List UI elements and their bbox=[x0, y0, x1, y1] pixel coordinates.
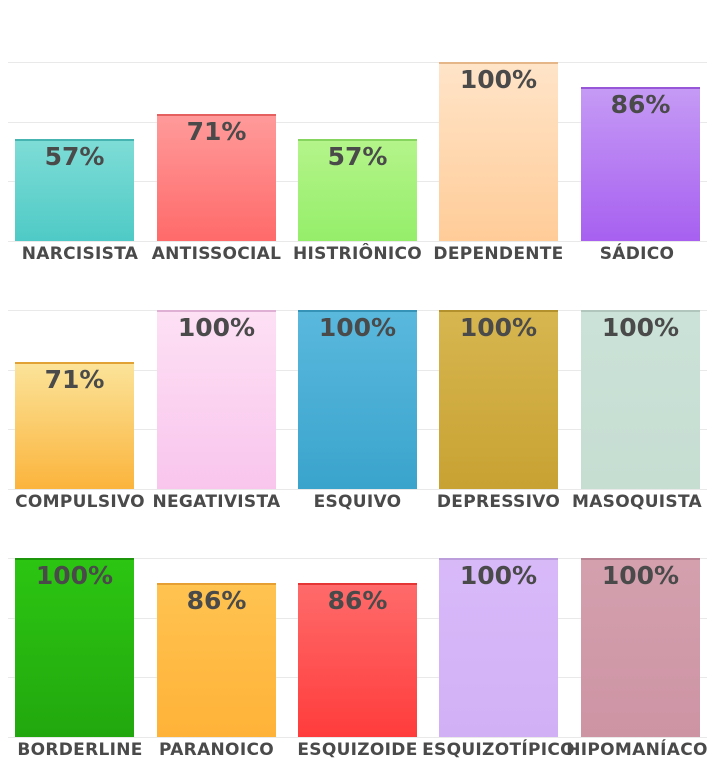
bar-value-label: 57% bbox=[327, 141, 388, 171]
bar-masoquista bbox=[581, 310, 700, 489]
category-label: DEPRESSIVO bbox=[436, 492, 561, 512]
chart-panel-1: 57% NARCISISTA 71% ANTISSOCIAL 57% HISTRIÔNIC… bbox=[0, 0, 717, 280]
bar-histriônico bbox=[298, 138, 417, 241]
bar-borderline bbox=[15, 558, 134, 737]
bar-paranoico bbox=[157, 583, 276, 737]
bar-value-label: 100% bbox=[177, 313, 256, 342]
bar-esquizotípico bbox=[439, 558, 558, 737]
category-label: COMPULSIVO bbox=[15, 492, 145, 512]
bar-value-label: 71% bbox=[44, 364, 105, 394]
bar-esquivo bbox=[298, 310, 417, 489]
category-label: NARCISISTA bbox=[21, 244, 139, 264]
bar-sádico bbox=[581, 87, 700, 241]
bar-value-label: 100% bbox=[459, 65, 538, 94]
gridline bbox=[8, 122, 707, 123]
bar-value-label: 100% bbox=[318, 313, 397, 342]
bar-esquizoide bbox=[298, 583, 417, 737]
category-label: NEGATIVISTA bbox=[152, 492, 281, 512]
chart-panel-3: 100% BORDERLINE 86% PARANOICO 86% ESQUIZOIDE 1… bbox=[0, 496, 717, 776]
category-label: ESQUIZOTÍPICO bbox=[422, 740, 575, 760]
category-label: SÁDICO bbox=[599, 244, 675, 264]
bar-narcisista bbox=[15, 138, 134, 241]
bar-value-label: 86% bbox=[610, 90, 671, 120]
gridline bbox=[8, 241, 707, 242]
gridline bbox=[8, 489, 707, 490]
bar-value-label: 71% bbox=[186, 116, 247, 146]
gridline bbox=[8, 737, 707, 738]
gridline bbox=[8, 62, 707, 63]
category-label: ESQUIZOIDE bbox=[297, 740, 418, 760]
category-label: MASOQUISTA bbox=[571, 492, 703, 512]
category-label: DEPENDENTE bbox=[433, 244, 564, 264]
category-label: ESQUIVO bbox=[313, 492, 402, 512]
bar-hipomaníaco bbox=[581, 558, 700, 737]
category-label: HISTRIÔNICO bbox=[292, 244, 423, 264]
bar-value-label: 100% bbox=[459, 561, 538, 590]
bar-value-label: 100% bbox=[601, 313, 680, 342]
bar-depressivo bbox=[439, 310, 558, 489]
chart-panel-2: 71% COMPULSIVO 100% NEGATIVISTA 100% ESQUIVO 1… bbox=[0, 248, 717, 528]
bar-negativista bbox=[157, 310, 276, 489]
gridline bbox=[8, 558, 707, 559]
category-label: HIPOMANÍACO bbox=[566, 740, 708, 760]
bar-antissocial bbox=[157, 113, 276, 241]
bar-value-label: 100% bbox=[601, 561, 680, 590]
bar-value-label: 57% bbox=[44, 141, 105, 171]
bar-value-label: 100% bbox=[35, 561, 114, 590]
bar-value-label: 100% bbox=[459, 313, 538, 342]
bar-value-label: 86% bbox=[327, 586, 388, 616]
category-label: ANTISSOCIAL bbox=[151, 244, 282, 264]
bar-value-label: 86% bbox=[186, 586, 247, 616]
bar-dependente bbox=[439, 62, 558, 241]
bar-compulsivo bbox=[15, 361, 134, 489]
category-label: BORDERLINE bbox=[17, 740, 143, 760]
category-label: PARANOICO bbox=[159, 740, 274, 760]
